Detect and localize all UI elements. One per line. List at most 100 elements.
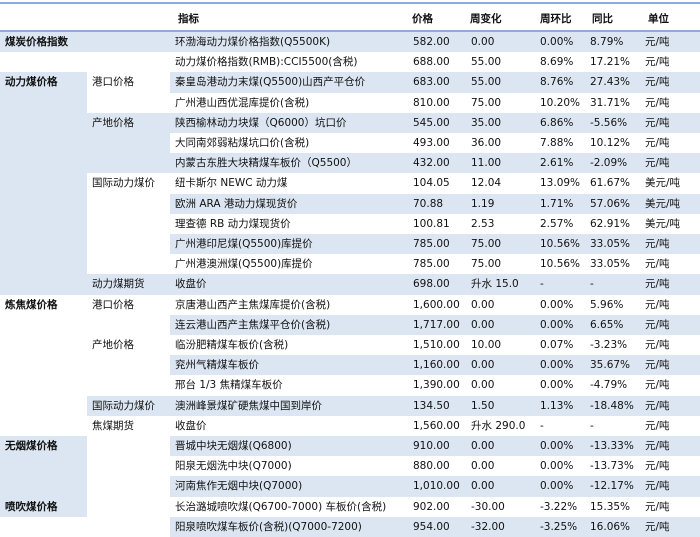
group-label	[0, 315, 87, 335]
table-row: 广州港澳洲煤(Q5500)库提价 785.00 75.00 10.56% 33.05% 元…	[0, 254, 700, 275]
price: 683.00	[413, 76, 450, 89]
weekly-change: 0.00	[471, 318, 495, 331]
subgroup-label	[87, 355, 170, 375]
unit: 元/吨	[645, 318, 670, 331]
header-wow: 周环比	[540, 13, 572, 25]
indicator-name: 京唐港山西产主焦煤库提价(含税)	[175, 298, 331, 311]
price: 785.00	[413, 258, 450, 271]
year-on-year: 33.05%	[590, 238, 631, 250]
weekly-change: 0.00	[471, 440, 495, 452]
subgroup-label	[87, 436, 170, 456]
indicator-name: 动力煤价格指数(RMB):CCI5500(含税)	[175, 56, 358, 69]
indicator-name: 秦皇岛港动力末煤(Q5500)山西产平仓价	[175, 76, 366, 89]
subgroup-label	[87, 476, 170, 496]
weekly-change: 75.00	[471, 258, 502, 271]
year-on-year: -4.79%	[590, 379, 628, 392]
week-on-week: 1.13%	[540, 399, 574, 412]
indicator-name: 广州港印尼煤(Q5500)库提价	[175, 238, 313, 250]
group-label	[0, 234, 87, 255]
unit: 元/吨	[645, 96, 670, 109]
table-row: 国际动力煤价 澳洲峰景煤矿硬焦煤中国到岸价 134.50 1.50 1.13% -18.4…	[0, 395, 700, 416]
week-on-week: 0.00%	[540, 298, 574, 311]
week-on-week: 0.07%	[540, 339, 574, 351]
subgroup-label	[87, 52, 170, 72]
subgroup-label	[87, 133, 170, 154]
table-row: 广州港山西优混库提价(含税) 810.00 75.00 10.20% 31.71% 元/吨	[0, 92, 700, 113]
year-on-year: -18.48%	[590, 399, 634, 412]
group-label	[0, 375, 87, 395]
row-stripe	[170, 274, 700, 295]
year-on-year: -	[590, 278, 594, 291]
unit: 元/吨	[645, 278, 670, 291]
weekly-change: 0.00	[471, 379, 495, 392]
group-label: 无烟煤价格	[0, 436, 87, 457]
subgroup-label: 产地价格	[87, 112, 170, 133]
row-stripe	[170, 72, 700, 93]
subgroup-label	[87, 254, 170, 274]
table-row: 产地价格 陕西榆林动力块煤（Q6000）坑口价 545.00 35.00 6.86% -5…	[0, 112, 700, 133]
year-on-year: 16.06%	[590, 520, 631, 533]
unit: 元/吨	[645, 460, 670, 473]
subgroup-label: 焦煤期货	[92, 419, 134, 432]
week-on-week: 2.57%	[540, 217, 574, 230]
week-on-week: 1.71%	[540, 197, 574, 210]
price: 1,390.00	[413, 379, 460, 392]
unit: 元/吨	[645, 339, 670, 351]
year-on-year: 10.12%	[590, 137, 631, 149]
table-row: 广州港印尼煤(Q5500)库提价 785.00 75.00 10.56% 33.05% 元…	[0, 234, 700, 255]
year-on-year: -2.09%	[590, 157, 628, 170]
subgroup-label	[87, 153, 170, 174]
unit: 美元/吨	[645, 177, 681, 190]
top-rule	[0, 2, 700, 4]
header-price: 价格	[412, 13, 433, 25]
price: 902.00	[413, 500, 450, 513]
indicator-name: 大同南郊弱粘煤坑口价(含税)	[175, 137, 310, 149]
unit: 元/吨	[645, 520, 670, 533]
table-row: 河南焦作无烟中块(Q7000) 1,010.00 0.00 0.00% -12.17% 元…	[0, 476, 700, 497]
subgroup-label: 港口价格	[92, 298, 134, 311]
week-on-week: -	[540, 419, 544, 432]
week-on-week: 10.56%	[540, 238, 581, 250]
header-rule	[0, 30, 700, 32]
price: 1,717.00	[413, 318, 460, 331]
week-on-week: -	[540, 278, 544, 291]
week-on-week: 13.09%	[540, 177, 581, 190]
subgroup-label	[87, 194, 170, 214]
week-on-week: -3.22%	[540, 500, 578, 513]
table-row: 国际动力煤价 纽卡斯尔 NEWC 动力煤 104.05 12.04 13.09% 61.6…	[0, 173, 700, 194]
weekly-change: 0.00	[471, 298, 495, 311]
unit: 元/吨	[645, 440, 670, 452]
unit: 元/吨	[645, 56, 670, 69]
table-row: 大同南郊弱粘煤坑口价(含税) 493.00 36.00 7.88% 10.12% 元/吨	[0, 133, 700, 154]
unit: 元/吨	[645, 500, 670, 513]
row-stripe	[170, 32, 700, 53]
row-stripe	[170, 153, 700, 174]
price: 493.00	[413, 137, 450, 149]
week-on-week: 7.88%	[540, 137, 574, 149]
year-on-year: 8.79%	[590, 36, 624, 48]
price: 100.81	[413, 217, 450, 230]
weekly-change: 12.04	[471, 177, 502, 190]
group-label	[0, 517, 87, 537]
indicator-name: 收盘价	[175, 278, 207, 291]
week-on-week: 10.56%	[540, 258, 581, 271]
row-stripe	[170, 234, 700, 255]
price: 810.00	[413, 96, 450, 109]
indicator-name: 内蒙古东胜大块精煤车板价（Q5500）	[175, 157, 357, 170]
header-yoy: 同比	[592, 13, 613, 25]
header-indicator: 指标	[178, 13, 199, 25]
indicator-name: 邢台 1/3 焦精煤车板价	[175, 379, 283, 392]
weekly-change: 1.50	[471, 399, 495, 412]
group-label: 喷吹煤价格	[0, 496, 87, 517]
group-label	[0, 133, 87, 154]
subgroup-label	[87, 497, 170, 517]
weekly-change: 10.00	[471, 339, 502, 351]
table-header: 指标 价格 周变化 周环比 同比 单位	[0, 4, 700, 30]
table-row: 连云港山西产主焦煤平仓价(含税) 1,717.00 0.00 0.00% 6.65% 元/…	[0, 314, 700, 335]
group-label	[0, 173, 87, 194]
table-row: 阳泉无烟洗中块(Q7000) 880.00 0.00 0.00% -13.73% 元/吨	[0, 456, 700, 477]
price: 698.00	[413, 278, 450, 291]
group-label	[0, 335, 87, 355]
indicator-name: 阳泉喷吹煤车板价(含税)(Q7000-7200)	[175, 520, 362, 533]
year-on-year: -3.23%	[590, 339, 628, 351]
